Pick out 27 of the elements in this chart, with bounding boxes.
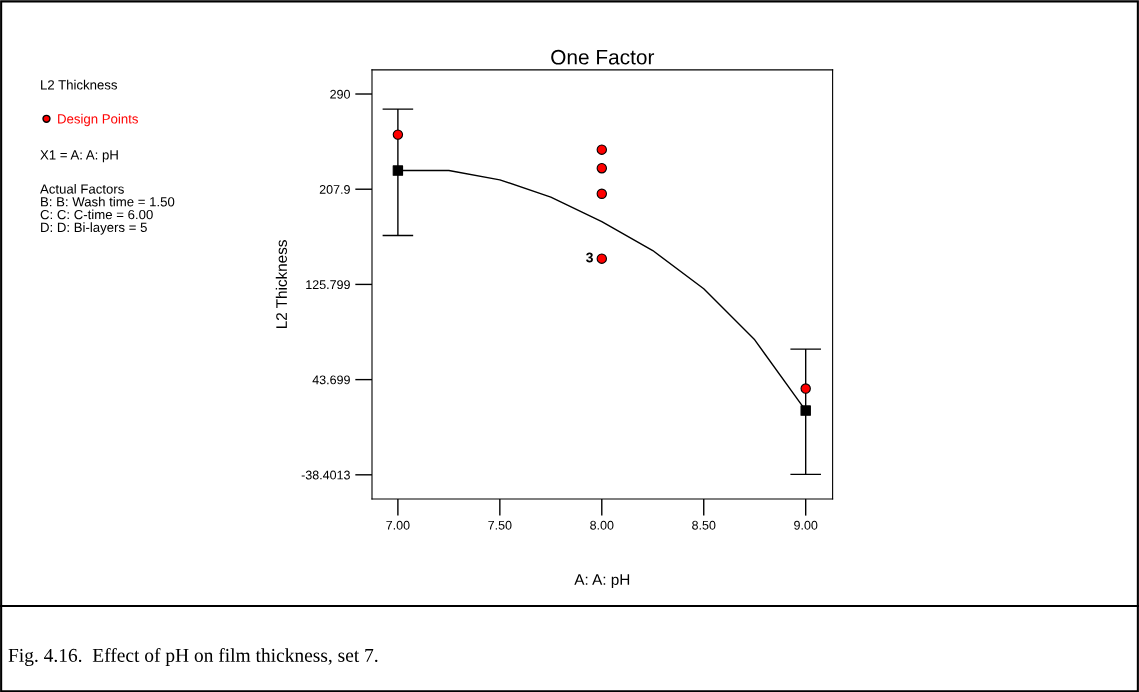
caption: Fig. 4.16. Effect of pH on film thickness, set 7. bbox=[8, 648, 378, 666]
point bbox=[800, 405, 811, 416]
x-axis-title: A: A: pH bbox=[574, 574, 630, 589]
x-tick-label: 9.00 bbox=[794, 520, 818, 530]
text: L2 Thickness bbox=[41, 79, 118, 90]
point bbox=[800, 383, 811, 394]
legend-label: Design Points bbox=[58, 113, 138, 127]
point bbox=[596, 253, 608, 264]
y-tick-label: 125.799 bbox=[306, 280, 350, 290]
text: X1 = A: A: pH bbox=[40, 150, 118, 163]
point bbox=[596, 144, 608, 155]
x-tick-label: 7.00 bbox=[386, 520, 410, 530]
x-tick-label: 8.50 bbox=[692, 520, 716, 530]
point bbox=[392, 165, 404, 176]
text: Actual Factors B: B: Wash time = 1.50 C: C: C-time = 6.00 D: D: Bi-layers = 5 bbox=[40, 184, 175, 235]
point bbox=[596, 188, 608, 199]
x-tick-label: 8.00 bbox=[590, 520, 614, 530]
x-tick-label: 7.50 bbox=[488, 520, 512, 530]
point bbox=[392, 129, 404, 140]
y-tick-label: -38.4013 bbox=[301, 470, 350, 480]
y-axis-title: L2 Thickness bbox=[275, 240, 287, 329]
annotation: 3 bbox=[586, 252, 593, 263]
y-tick-label: 290 bbox=[330, 89, 350, 99]
point bbox=[596, 163, 608, 174]
y-tick-label: 207.9 bbox=[319, 185, 350, 194]
chart-title: One Factor bbox=[551, 49, 655, 65]
y-tick-label: 43.699 bbox=[312, 375, 350, 385]
